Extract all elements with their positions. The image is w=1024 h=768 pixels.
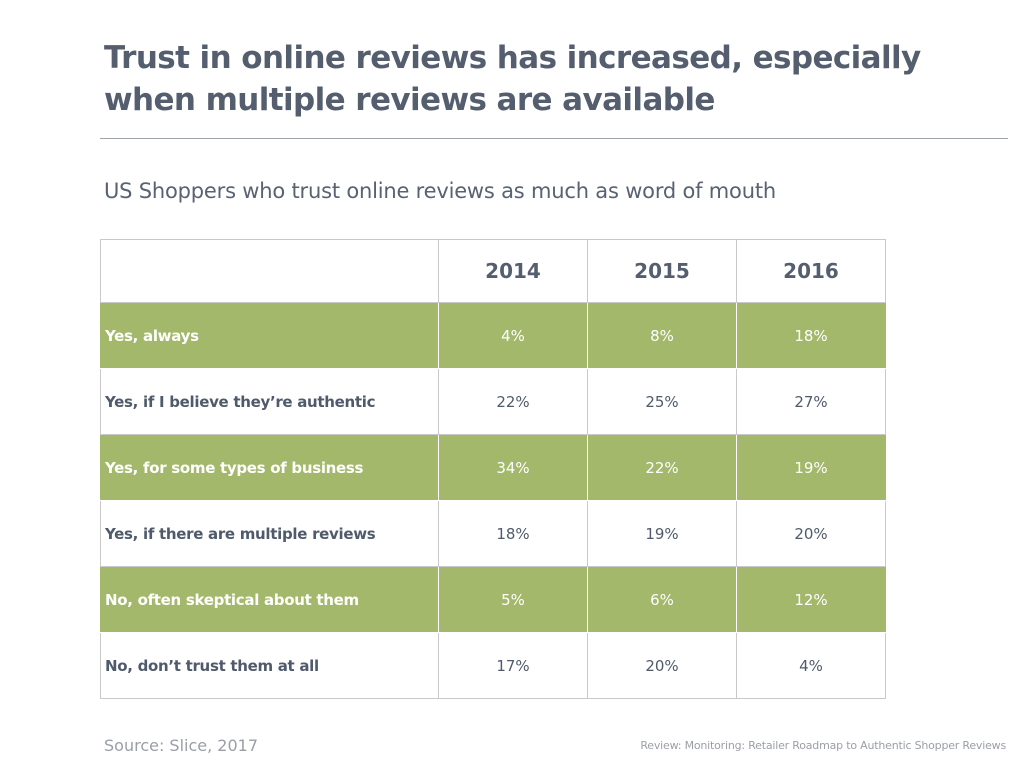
cell-value: 18%: [736, 302, 886, 369]
cell-value: 20%: [736, 500, 886, 567]
cell-value: 34%: [438, 434, 588, 501]
table-row: Yes, always 4% 8% 18%: [100, 302, 886, 369]
cell-value: 27%: [736, 368, 886, 435]
cell-value: 5%: [438, 566, 588, 633]
cell-value: 12%: [736, 566, 886, 633]
row-label: Yes, if I believe they’re authentic: [100, 368, 439, 435]
table-row: Yes, for some types of business 34% 22% …: [100, 434, 886, 501]
cell-value: 25%: [587, 368, 737, 435]
cell-value: 4%: [438, 302, 588, 369]
title-divider: [100, 138, 1008, 139]
cell-value: 4%: [736, 632, 886, 699]
survey-table: 2014 2015 2016 Yes, always 4% 8% 18% Yes…: [100, 239, 886, 699]
cell-value: 18%: [438, 500, 588, 567]
table-row: Yes, if I believe they’re authentic 22% …: [100, 368, 886, 435]
table-subtitle: US Shoppers who trust online reviews as …: [104, 179, 776, 203]
source-note: Source: Slice, 2017: [104, 736, 259, 755]
table-row: No, often skeptical about them 5% 6% 12%: [100, 566, 886, 633]
row-label: No, often skeptical about them: [100, 566, 439, 633]
cell-value: 17%: [438, 632, 588, 699]
table-row: Yes, if there are multiple reviews 18% 1…: [100, 500, 886, 567]
table-header-row: 2014 2015 2016: [100, 239, 886, 303]
cell-value: 6%: [587, 566, 737, 633]
header-year-2016: 2016: [736, 239, 886, 303]
cell-value: 20%: [587, 632, 737, 699]
cell-value: 22%: [587, 434, 737, 501]
cell-value: 19%: [736, 434, 886, 501]
page-title: Trust in online reviews has increased, e…: [104, 40, 921, 118]
cell-value: 19%: [587, 500, 737, 567]
table-row: No, don’t trust them at all 17% 20% 4%: [100, 632, 886, 699]
row-label: No, don’t trust them at all: [100, 632, 439, 699]
cell-value: 8%: [587, 302, 737, 369]
row-label: Yes, for some types of business: [100, 434, 439, 501]
cell-value: 22%: [438, 368, 588, 435]
row-label: Yes, always: [100, 302, 439, 369]
header-corner: [100, 239, 439, 303]
row-label: Yes, if there are multiple reviews: [100, 500, 439, 567]
header-year-2015: 2015: [587, 239, 737, 303]
header-year-2014: 2014: [438, 239, 588, 303]
footer-reference: Review: Monitoring: Retailer Roadmap to …: [640, 739, 1006, 752]
